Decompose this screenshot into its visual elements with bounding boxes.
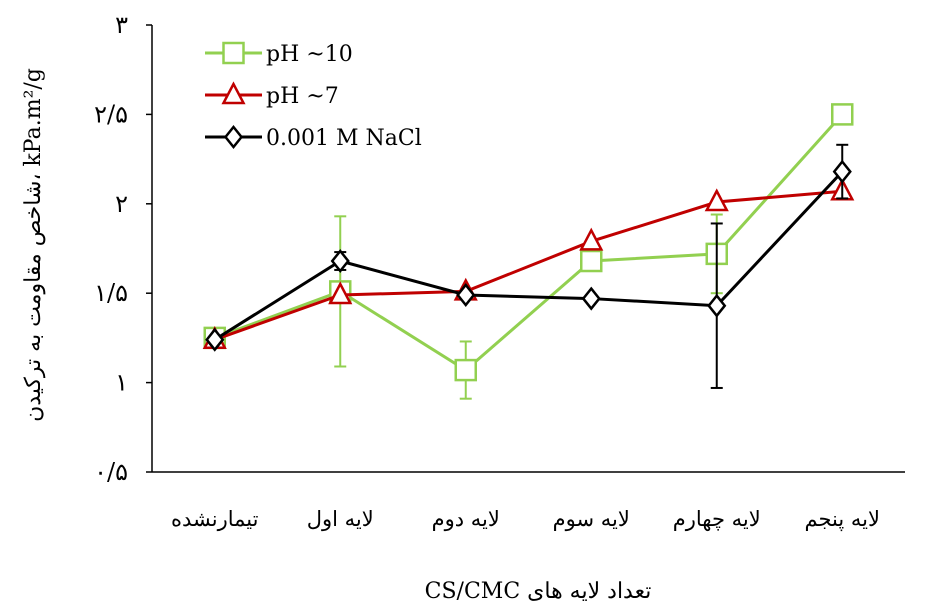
- legend-item: pH ~10: [205, 41, 353, 67]
- series-line: [213, 170, 844, 341]
- legend-label: pH ~10: [266, 42, 353, 67]
- y-tick-label: ۱/۵: [94, 279, 128, 307]
- series-layer: [202, 103, 855, 400]
- data-point: [579, 227, 604, 251]
- data-point: [704, 188, 729, 212]
- x-tick-label: لایه چهارم: [673, 507, 761, 532]
- series-line: [214, 113, 844, 372]
- axes: ۰/۵ ۱ ۱/۵ ۲ ۲/۵ ۳ تیمارنشده لایه اول لایه دوم لای…: [94, 11, 905, 532]
- legend-label: pH ~7: [266, 84, 339, 109]
- data-point: [581, 286, 601, 311]
- y-tick-label: ۰/۵: [94, 458, 128, 486]
- data-point: [580, 249, 603, 273]
- y-tick-label: ۲: [115, 190, 128, 218]
- y-axis-title: kPa.m²/g ،شاخص مقاومت به ترکیدن: [21, 68, 46, 422]
- data-point: [328, 281, 353, 305]
- legend: pH ~10 pH ~7 0.001 M NaCl: [205, 41, 422, 151]
- data-point: [454, 358, 477, 382]
- x-axis-title: تعداد لایه های CS/CMC: [425, 579, 652, 604]
- data-point: [831, 103, 854, 126]
- y-tick-label: ۳: [115, 11, 128, 39]
- legend-marker: [221, 81, 246, 105]
- data-point: [832, 159, 852, 184]
- data-point: [205, 327, 225, 352]
- x-tick-label: تیمارنشده: [171, 507, 259, 532]
- y-tick-label: ۲/۵: [94, 100, 128, 128]
- x-tick-label: لایه پنجم: [805, 507, 880, 532]
- series-line: [214, 189, 843, 342]
- data-point: [707, 293, 727, 318]
- data-point: [456, 282, 476, 307]
- series-2: [205, 143, 852, 389]
- legend-label: 0.001 M NaCl: [266, 126, 422, 151]
- data-point: [330, 249, 350, 274]
- legend-marker: [222, 41, 245, 65]
- x-tick-label: لایه دوم: [432, 507, 500, 532]
- x-tick-label: لایه اول: [307, 507, 374, 532]
- legend-item: 0.001 M NaCl: [205, 124, 422, 151]
- legend-marker: [223, 124, 244, 150]
- y-tick-label: ۱: [115, 369, 128, 397]
- x-tick-label: لایه سوم: [553, 507, 630, 532]
- legend-item: pH ~7: [205, 81, 339, 109]
